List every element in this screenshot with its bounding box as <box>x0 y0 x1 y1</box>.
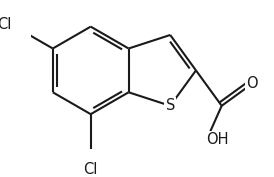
Text: Cl: Cl <box>84 162 98 177</box>
Text: O: O <box>246 76 258 92</box>
Text: S: S <box>165 98 175 113</box>
Text: OH: OH <box>207 132 229 147</box>
Text: Cl: Cl <box>0 17 11 32</box>
